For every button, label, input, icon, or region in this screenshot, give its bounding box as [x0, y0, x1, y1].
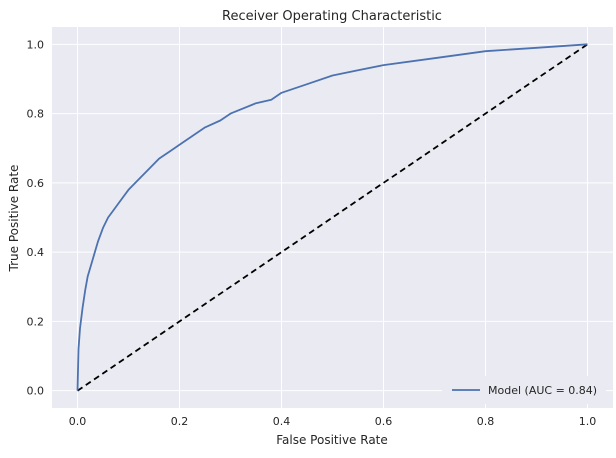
y-tick-label: 0.8 — [27, 108, 45, 121]
x-tick-label: 1.0 — [579, 415, 597, 428]
model-roc-line — [76, 43, 588, 391]
y-axis-label: True Positive Rate — [7, 165, 21, 273]
grid — [52, 27, 613, 408]
x-tick-labels: 0.0 0.2 0.4 0.6 0.8 1.0 — [69, 415, 597, 428]
legend-label: Model (AUC = 0.84) — [488, 384, 597, 397]
x-tick-label: 0.0 — [69, 415, 87, 428]
legend: Model (AUC = 0.84) — [442, 376, 606, 404]
legend-box — [442, 376, 606, 404]
chart-title: Receiver Operating Characteristic — [222, 9, 442, 24]
y-tick-label: 0.4 — [27, 246, 45, 259]
chance-diagonal-line — [76, 43, 589, 392]
y-tick-label: 0.6 — [27, 177, 45, 190]
series-layer — [76, 43, 589, 392]
y-tick-label: 0.0 — [27, 385, 45, 398]
y-tick-label: 0.2 — [27, 315, 45, 328]
x-tick-label: 0.2 — [171, 415, 189, 428]
x-tick-label: 0.8 — [477, 415, 495, 428]
y-tick-label: 1.0 — [27, 38, 45, 51]
x-tick-label: 0.6 — [375, 415, 393, 428]
x-tick-label: 0.4 — [273, 415, 291, 428]
y-tick-labels: 0.0 0.2 0.4 0.6 0.8 1.0 — [27, 38, 45, 397]
x-axis-label: False Positive Rate — [276, 433, 388, 447]
